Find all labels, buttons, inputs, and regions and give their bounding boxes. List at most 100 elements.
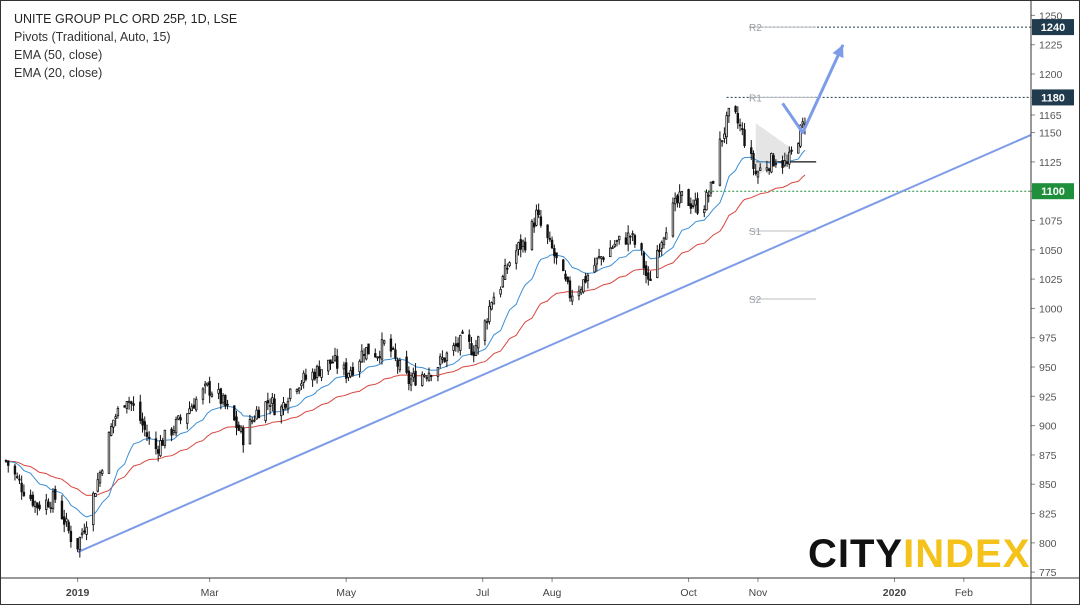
price-badge-label: 1240 <box>1041 22 1065 34</box>
candle-body <box>790 149 793 152</box>
candle-body <box>472 351 475 357</box>
price-badge-1240 <box>1032 19 1074 36</box>
candle-body <box>237 424 240 431</box>
candle-body <box>799 124 802 147</box>
candle-body <box>376 356 379 359</box>
candle-body <box>703 209 706 213</box>
candle-body <box>501 276 505 288</box>
x-tick-label: Oct <box>680 587 696 599</box>
candle-body <box>456 342 460 348</box>
candle-body <box>235 416 238 429</box>
y-tick-label: 1000 <box>1039 303 1063 315</box>
ema-lines <box>5 149 806 518</box>
candle-body <box>280 406 283 417</box>
y-tick-label: 1075 <box>1039 216 1063 228</box>
candle-body <box>613 243 616 247</box>
candle-body <box>284 403 287 408</box>
candle-body <box>524 241 527 251</box>
candle-body <box>499 289 502 295</box>
candle-body <box>723 133 726 139</box>
candle-body <box>266 400 270 404</box>
trendline-group <box>77 134 1032 554</box>
candle-body <box>188 408 191 414</box>
candle-body <box>423 374 426 377</box>
candle-body <box>508 262 511 267</box>
candle-body <box>644 265 648 276</box>
candle-body <box>221 395 225 404</box>
candle-body <box>36 502 39 509</box>
pivot-lines: R2 R1 S1 S2 <box>749 23 817 306</box>
x-tick-label: 2020 <box>883 587 907 599</box>
candle-body <box>33 501 37 507</box>
candle-body <box>206 382 209 386</box>
candle-body <box>772 155 775 167</box>
y-tick-label: 800 <box>1039 538 1057 550</box>
candle-body <box>774 163 778 165</box>
y-tick-label: 850 <box>1039 479 1057 491</box>
candle-body <box>555 252 558 259</box>
candle-body <box>743 129 746 146</box>
y-tick-label: 925 <box>1039 391 1057 403</box>
price-badge-label: 1100 <box>1041 186 1065 198</box>
candle-body <box>336 355 339 369</box>
candle-body <box>788 151 791 165</box>
candle-body <box>295 389 299 392</box>
x-axis-labels: 2019 Mar May Jul Aug Oct Nov 2020 Feb <box>66 578 973 599</box>
candle-body <box>727 107 731 117</box>
candle-body <box>678 191 681 204</box>
candle-body <box>380 339 384 360</box>
candle-body <box>358 360 361 373</box>
candle-body <box>273 398 276 416</box>
candle-body <box>629 235 632 238</box>
candle-body <box>125 401 129 409</box>
candle-body <box>750 147 753 155</box>
candle-body <box>248 418 252 445</box>
y-tick-label: 1165 <box>1039 110 1062 122</box>
candle-body <box>239 426 243 432</box>
candle-body <box>712 181 715 184</box>
candle-body <box>141 418 144 426</box>
candle-body <box>282 402 285 410</box>
candle-body <box>696 198 699 214</box>
candle-body <box>257 409 261 419</box>
candle-body <box>600 256 603 259</box>
candle-body <box>756 171 760 178</box>
candle-body <box>161 440 164 446</box>
candle-body <box>92 492 95 525</box>
y-tick-label: 825 <box>1039 509 1057 521</box>
candle-body <box>602 257 605 260</box>
candle-body <box>445 352 449 362</box>
candle-body <box>586 274 590 281</box>
candle-body <box>532 222 536 228</box>
candle-body <box>15 476 19 479</box>
candle-body <box>441 357 444 360</box>
candle-body <box>300 383 303 387</box>
candle-body <box>318 366 321 377</box>
candle-body <box>631 233 634 236</box>
legend-ema20: EMA (20, close) <box>14 66 103 80</box>
candle-body <box>253 419 256 422</box>
candle-body <box>38 504 41 510</box>
candle-body <box>85 526 88 535</box>
candle-body <box>351 366 355 376</box>
candle-body <box>271 397 274 404</box>
candle-body <box>539 216 543 226</box>
candle-body <box>781 160 784 168</box>
candle-body <box>425 377 428 379</box>
candle-body <box>374 353 377 358</box>
candle-body <box>642 252 646 269</box>
candle-body <box>242 427 245 446</box>
candle-body <box>530 221 534 250</box>
pivot-label-s2: S2 <box>749 295 762 306</box>
candle-body <box>201 388 205 400</box>
candle-body <box>154 438 158 450</box>
logo-part-index: INDEX <box>903 532 1030 576</box>
candle-body <box>593 264 596 273</box>
candle-body <box>662 237 666 245</box>
candle-body <box>409 378 413 386</box>
legend-pivots: Pivots (Traditional, Auto, 15) <box>14 30 171 44</box>
candle-body <box>734 106 737 113</box>
candle-body <box>694 199 697 206</box>
y-axis-ticks: 775 800 825 850 875 900 925 950 975 1000 1025 1050 1… <box>1031 10 1063 579</box>
